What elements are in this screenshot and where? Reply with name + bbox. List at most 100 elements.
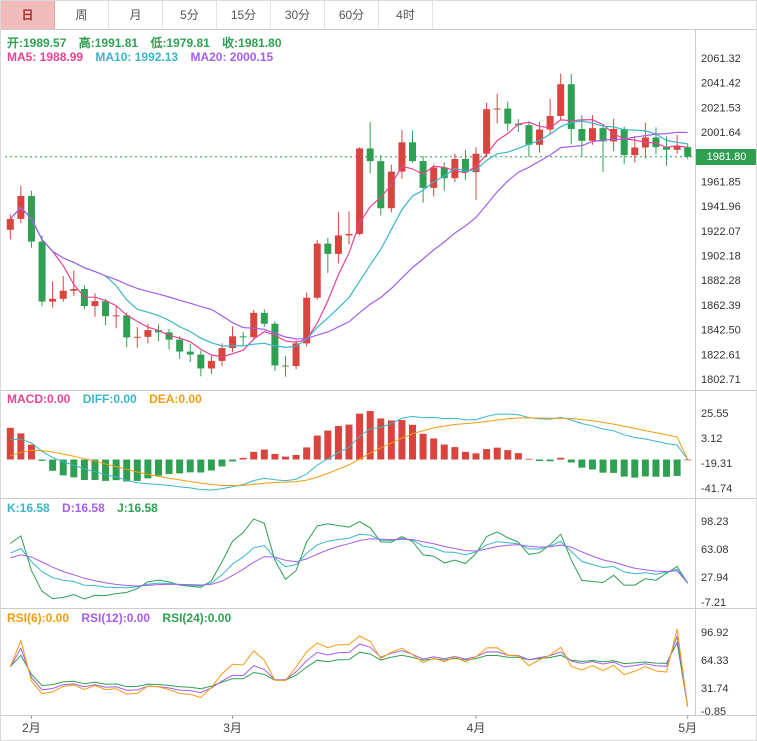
candle-body[interactable] [567, 84, 575, 130]
candle-body[interactable] [281, 365, 289, 367]
last-price-tag: 1981.80 [696, 148, 756, 165]
tab-day[interactable]: 日 [1, 1, 55, 29]
y-axis-tick: 27.94 [701, 572, 729, 584]
y-axis-tick: 2061.32 [701, 53, 741, 65]
candle-body[interactable] [229, 336, 237, 349]
macd-bar [271, 453, 279, 460]
candle-body[interactable] [398, 142, 406, 172]
candle-body[interactable] [652, 137, 660, 148]
candle-body[interactable] [345, 233, 353, 236]
candle-body[interactable] [504, 108, 512, 124]
candle-body[interactable] [525, 125, 533, 145]
y-axis-tick: -7.21 [701, 597, 726, 609]
candle-body[interactable] [610, 128, 618, 142]
candle-body[interactable] [387, 171, 395, 209]
candle-body[interactable] [461, 158, 469, 173]
macd-bar [578, 459, 586, 468]
candle-body[interactable] [557, 84, 565, 116]
candle-body[interactable] [303, 297, 311, 344]
macd-bar [133, 459, 141, 481]
xaxis-label: 5月 [678, 721, 698, 735]
candle-body[interactable] [218, 348, 226, 361]
macd-bar [599, 459, 607, 473]
tab-month[interactable]: 月 [109, 1, 163, 29]
candle-body[interactable] [59, 290, 67, 299]
candle-body[interactable] [440, 167, 448, 179]
y-axis-tick: 1802.71 [701, 374, 741, 386]
candle-body[interactable] [91, 301, 99, 307]
candle-body[interactable] [292, 343, 300, 366]
candle-body[interactable] [620, 128, 628, 156]
candle-body[interactable] [366, 148, 374, 162]
candle-body[interactable] [356, 148, 364, 234]
macd-bar [430, 438, 438, 460]
candle-body[interactable] [578, 129, 586, 141]
tab-15min[interactable]: 15分 [217, 1, 271, 29]
candle-body[interactable] [599, 128, 607, 142]
candle-body[interactable] [271, 323, 279, 366]
candle-body[interactable] [546, 115, 554, 130]
macd-bar [610, 459, 618, 473]
candle-body[interactable] [165, 332, 173, 340]
macd-bar [546, 459, 554, 462]
candle-body[interactable] [176, 339, 184, 352]
candle-body[interactable] [49, 298, 57, 302]
candle-body[interactable] [334, 235, 342, 254]
dea-line [10, 417, 689, 487]
tab-60min[interactable]: 60分 [325, 1, 379, 29]
k-value: K:16.58 [7, 501, 50, 515]
candle-body[interactable] [430, 167, 438, 188]
candle-body[interactable] [239, 336, 247, 338]
y-axis-tick: -41.74 [701, 483, 732, 495]
candle-body[interactable] [684, 147, 692, 157]
macd-bar [377, 418, 385, 460]
y-axis-tick: 25.55 [701, 408, 729, 420]
tab-4hour[interactable]: 4时 [379, 1, 433, 29]
macd-bar [557, 457, 565, 460]
candle-body[interactable] [377, 161, 385, 209]
candle-body[interactable] [112, 315, 120, 317]
candle-body[interactable] [186, 351, 194, 355]
candle-body[interactable] [673, 146, 681, 150]
candle-body[interactable] [313, 243, 321, 298]
candle-body[interactable] [197, 354, 205, 369]
macd-bar [631, 459, 639, 478]
candle-body[interactable] [154, 330, 162, 333]
period-toolbar: 日 周 月 5分 15分 30分 60分 4时 [1, 1, 756, 30]
candle-body[interactable] [588, 128, 596, 141]
candle-body[interactable] [38, 241, 46, 302]
tab-5min[interactable]: 5分 [163, 1, 217, 29]
ma5-line [9, 118, 688, 358]
tab-30min[interactable]: 30分 [271, 1, 325, 29]
candle-body[interactable] [70, 289, 78, 291]
candle-body[interactable] [144, 330, 152, 337]
candle-body[interactable] [631, 147, 639, 156]
macd-bar [514, 453, 522, 460]
tab-week[interactable]: 周 [55, 1, 109, 29]
time-axis: 2月 3月 4月 5月 [1, 719, 756, 740]
k-line [10, 533, 689, 589]
candle-body[interactable] [324, 243, 332, 254]
macd-bar [59, 459, 67, 476]
candle-body[interactable] [260, 312, 268, 324]
candle-body[interactable] [663, 147, 671, 150]
candle-body[interactable] [536, 129, 544, 145]
candle-body[interactable] [493, 108, 501, 110]
candle-body[interactable] [472, 153, 480, 173]
candle-body[interactable] [6, 218, 14, 230]
macd-bar [440, 444, 448, 460]
candle-body[interactable] [207, 360, 215, 369]
candle-body[interactable] [409, 142, 417, 162]
candle-body[interactable] [123, 315, 131, 338]
candle-body[interactable] [483, 109, 491, 154]
macd-bar [409, 424, 417, 460]
candle-body[interactable] [102, 301, 110, 317]
dea-value: DEA:0.00 [149, 392, 202, 406]
macd-bar [451, 447, 459, 460]
candle-body[interactable] [133, 336, 141, 338]
y-axis-tick: 31.74 [701, 683, 729, 695]
candle-body[interactable] [250, 312, 258, 338]
rsi12-line [9, 636, 689, 708]
macd-bar [504, 450, 512, 460]
